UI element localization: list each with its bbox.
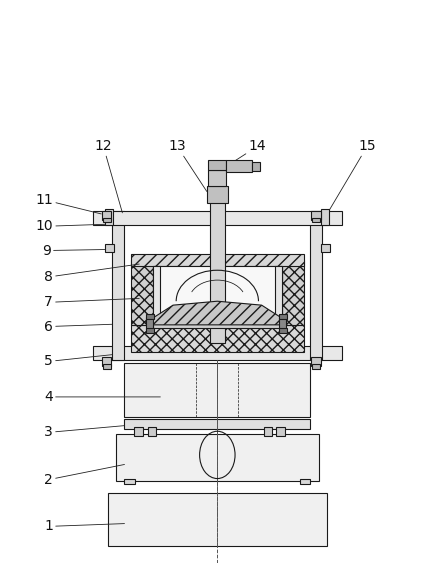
Text: 4: 4 bbox=[44, 390, 160, 404]
Bar bbox=[208, 170, 226, 186]
Text: 10: 10 bbox=[35, 220, 112, 233]
Bar bbox=[321, 209, 329, 225]
Bar bbox=[93, 211, 342, 225]
Text: 14: 14 bbox=[235, 140, 266, 160]
Bar bbox=[279, 328, 287, 333]
Text: 9: 9 bbox=[42, 244, 112, 257]
Bar bbox=[93, 346, 342, 360]
Bar bbox=[153, 266, 282, 325]
Bar bbox=[148, 427, 156, 436]
Bar bbox=[276, 427, 285, 436]
Bar bbox=[279, 317, 286, 329]
Bar bbox=[210, 191, 225, 343]
Bar bbox=[146, 314, 154, 319]
Bar bbox=[103, 218, 111, 222]
Bar bbox=[146, 328, 154, 333]
Bar bbox=[279, 314, 287, 319]
Bar bbox=[208, 160, 226, 170]
Bar bbox=[312, 364, 320, 369]
Text: 1: 1 bbox=[44, 520, 124, 533]
Bar bbox=[112, 211, 124, 360]
Bar bbox=[102, 357, 111, 366]
Bar bbox=[252, 162, 260, 171]
Bar bbox=[321, 244, 330, 252]
Text: 3: 3 bbox=[44, 426, 124, 439]
Bar bbox=[134, 427, 143, 436]
Bar bbox=[131, 325, 304, 352]
Bar bbox=[102, 211, 111, 220]
Bar bbox=[310, 211, 322, 360]
Text: 2: 2 bbox=[44, 464, 124, 486]
Text: 13: 13 bbox=[168, 140, 207, 191]
Bar bbox=[264, 427, 272, 436]
Text: 15: 15 bbox=[327, 140, 376, 214]
Bar bbox=[275, 266, 282, 318]
Bar bbox=[207, 186, 228, 203]
Bar bbox=[105, 244, 114, 252]
Bar bbox=[124, 479, 135, 484]
Bar bbox=[311, 211, 321, 220]
Bar bbox=[282, 260, 304, 325]
Text: 6: 6 bbox=[44, 320, 112, 333]
Bar bbox=[300, 479, 310, 484]
Text: 11: 11 bbox=[35, 193, 101, 214]
Bar bbox=[105, 209, 113, 225]
Bar bbox=[116, 434, 319, 481]
Text: 8: 8 bbox=[44, 264, 139, 284]
Bar bbox=[153, 321, 282, 328]
Text: 7: 7 bbox=[44, 296, 139, 309]
Bar bbox=[311, 357, 321, 366]
Text: 5: 5 bbox=[44, 355, 112, 368]
Bar bbox=[131, 260, 153, 325]
Bar bbox=[146, 317, 153, 329]
Bar bbox=[153, 266, 160, 318]
Bar bbox=[312, 218, 320, 222]
Bar bbox=[108, 493, 327, 546]
Bar bbox=[124, 419, 310, 429]
Bar bbox=[124, 363, 310, 417]
Text: 12: 12 bbox=[95, 140, 122, 213]
Bar bbox=[226, 160, 252, 172]
Bar bbox=[103, 364, 111, 369]
Polygon shape bbox=[153, 301, 282, 325]
Bar bbox=[131, 254, 304, 266]
